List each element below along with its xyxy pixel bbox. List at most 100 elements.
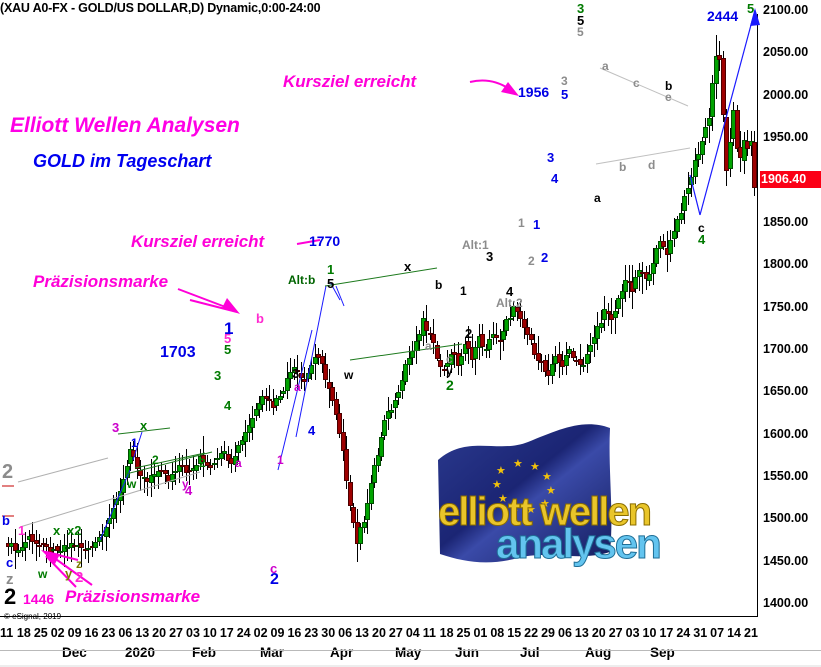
- date-axis-month: May: [395, 645, 422, 660]
- candle-body: [382, 419, 388, 437]
- date-axis-day: 11: [0, 626, 14, 640]
- date-axis-day: 24: [676, 626, 691, 640]
- wave-label: 5: [327, 276, 335, 291]
- date-axis-day: 16: [84, 626, 99, 640]
- annotation-praezisionsmarke-1703-label: Präzisionsmarke: [33, 272, 169, 291]
- date-axis-day: 02: [253, 626, 268, 640]
- price-axis-tick: 1700.00: [763, 341, 809, 356]
- candle-body: [650, 263, 656, 275]
- annotation-kursziel-1770-label: Kursziel erreicht: [131, 232, 265, 251]
- date-axis-day: 29: [541, 626, 555, 640]
- candle-body: [79, 542, 85, 549]
- wave-label: 1: [277, 453, 284, 467]
- candle-body: [365, 503, 371, 520]
- wave-label: a: [594, 191, 601, 205]
- candle-body: [82, 548, 88, 551]
- wave-label: c: [633, 76, 640, 90]
- eu-flag-icon: ★ ★ ★ ★ ★ ★ ★ ★ ★ ★: [438, 424, 612, 563]
- date-axis-day: 13: [355, 626, 369, 640]
- wave-label: 4: [185, 483, 193, 498]
- candle-body: [222, 451, 228, 454]
- candle-wick: [607, 302, 609, 326]
- candle-body: [375, 455, 381, 467]
- axis-separator: [0, 650, 821, 651]
- price-axis[interactable]: 2100.002050.002000.001950.001900.001850.…: [760, 0, 821, 617]
- date-axis-month: Jul: [520, 645, 540, 660]
- candle-wick: [42, 538, 44, 553]
- wave-label: c: [6, 555, 14, 570]
- price-axis-tick: 2050.00: [763, 45, 809, 60]
- candle-body: [570, 350, 576, 359]
- wave-label: 2: [4, 584, 17, 609]
- date-axis[interactable]: 11 18 25 02 09 16 23 06 13 20 27 03 10 17 24 02 09 16 23 30…: [0, 626, 821, 667]
- candle-body: [44, 544, 50, 548]
- candle-body: [256, 403, 262, 410]
- candle-body: [616, 298, 622, 309]
- candle-body: [577, 359, 583, 365]
- candle-body: [581, 364, 587, 367]
- wave-label: z: [76, 557, 82, 571]
- logo-text-secondary: analysen: [496, 520, 663, 568]
- candle-body: [668, 239, 674, 255]
- wave-label: 2: [446, 377, 454, 393]
- svg-text:★: ★: [526, 504, 536, 516]
- wave-label: 3: [214, 368, 222, 383]
- candle-body: [16, 549, 22, 553]
- date-axis-month: 2020: [125, 645, 156, 660]
- wave-label: y: [65, 566, 73, 581]
- candle-body: [438, 360, 444, 368]
- candle-body: [563, 354, 569, 366]
- candle-body: [507, 317, 513, 320]
- svg-text:★: ★: [498, 493, 508, 505]
- price-axis-tick: 1850.00: [763, 214, 809, 229]
- candle-wick: [548, 353, 550, 385]
- candle-body: [236, 444, 242, 454]
- wave-label-group: 2 b 1 c z 2 w x y x2 z 2 3 1 x 2 w y 4 2 a 1 5 5 3 4 b c 2 1 4 3 a Alt:b 1…: [2, 2, 754, 609]
- candle-wick: [642, 262, 644, 294]
- date-axis-day: 20: [591, 626, 606, 640]
- wave-label: w: [344, 368, 354, 382]
- price-axis-tick: 1950.00: [763, 130, 809, 145]
- wave-label: 5: [224, 331, 232, 346]
- wave-label: 4: [698, 232, 706, 247]
- date-axis-day: 03: [625, 626, 640, 640]
- candle-body: [246, 425, 252, 434]
- candle-body: [514, 306, 520, 313]
- candle-body: [379, 437, 384, 457]
- wave-label: y: [446, 364, 453, 378]
- date-axis-day: 09: [270, 626, 285, 640]
- date-axis-day: 17: [659, 626, 674, 640]
- candle-body: [480, 334, 486, 348]
- candle-body: [441, 369, 447, 372]
- candle-body: [243, 431, 249, 442]
- candle-wick: [509, 304, 511, 327]
- date-axis-day: 23: [304, 626, 319, 640]
- candle-body: [340, 431, 346, 451]
- wave-label: c: [698, 221, 705, 235]
- candle-body: [267, 399, 273, 402]
- candle-body: [372, 465, 378, 483]
- candle-body: [535, 353, 541, 361]
- candle-wick: [77, 531, 79, 557]
- svg-text:★: ★: [496, 465, 506, 477]
- candle-body: [595, 326, 601, 340]
- date-axis-day: 10: [202, 626, 217, 640]
- candle-body: [396, 392, 402, 399]
- date-axis-day: 25: [456, 626, 471, 640]
- date-axis-day: 13: [574, 626, 589, 640]
- candle-body: [623, 279, 629, 292]
- date-axis-day: 15: [507, 626, 522, 640]
- date-axis-day: 01: [473, 626, 488, 640]
- candle-body: [330, 387, 336, 402]
- date-axis-day: 03: [186, 626, 200, 640]
- candle-body: [678, 212, 684, 220]
- price-axis-tick: 2000.00: [763, 87, 809, 102]
- date-axis-month: Jun: [455, 645, 480, 660]
- annotation-kursziel-1770-value: 1770: [309, 233, 341, 249]
- wave-label: a: [235, 456, 242, 470]
- date-axis-day: 16: [287, 626, 302, 640]
- wave-label: 2: [75, 569, 84, 586]
- date-axis-day: 25: [33, 626, 48, 640]
- date-axis-day: 14: [727, 626, 741, 640]
